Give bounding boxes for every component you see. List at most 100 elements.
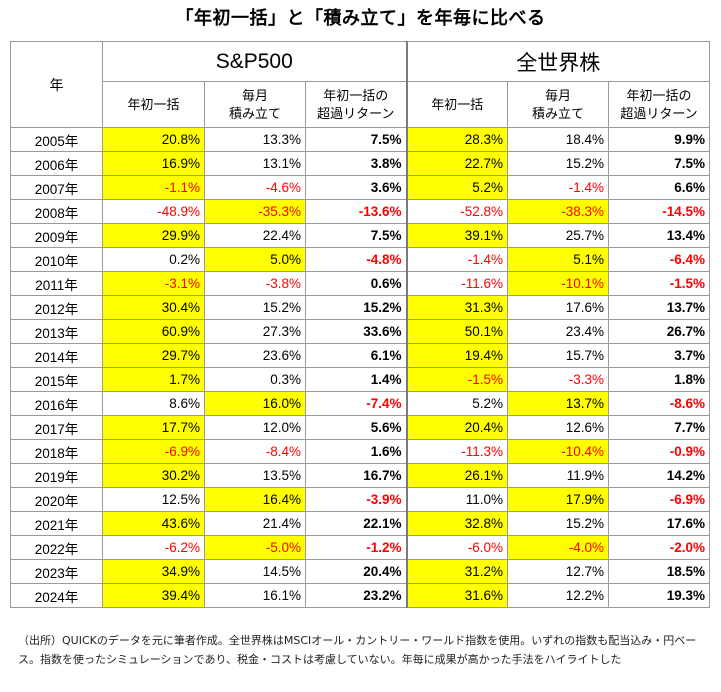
sp500-excess-header: 年初一括の 超過リターン bbox=[305, 81, 408, 128]
sp500-lump-cell: 20.8% bbox=[102, 127, 205, 152]
sp500-header: S&P500 bbox=[102, 41, 408, 82]
table-row: 2009年 29.9% 22.4% 7.5% 39.1% 25.7% 13.4% bbox=[10, 223, 710, 248]
world-lump-cell: 31.6% bbox=[406, 583, 508, 608]
header-row-group: 年 S&P500 全世界株 bbox=[10, 41, 710, 128]
world-monthly-cell: 17.9% bbox=[507, 487, 609, 512]
world-excess-cell: -6.4% bbox=[608, 247, 710, 272]
world-excess-cell: 7.7% bbox=[608, 415, 710, 440]
world-monthly-cell: -10.4% bbox=[507, 439, 609, 464]
table-row: 2022年 -6.2% -5.0% -1.2% -6.0% -4.0% -2.0% bbox=[10, 535, 710, 560]
world-excess-cell: 17.6% bbox=[608, 511, 710, 536]
world-monthly-cell: 25.7% bbox=[507, 223, 609, 248]
sp500-monthly-cell: -35.3% bbox=[204, 199, 306, 224]
sp500-lump-cell: 12.5% bbox=[102, 487, 205, 512]
world-lump-header: 年初一括 bbox=[406, 81, 508, 128]
world-lump-cell: 11.0% bbox=[406, 487, 508, 512]
sp500-lump-cell: 43.6% bbox=[102, 511, 205, 536]
sp500-monthly-cell: 16.4% bbox=[204, 487, 306, 512]
world-excess-cell: 7.5% bbox=[608, 151, 710, 176]
sp500-monthly-cell: 13.5% bbox=[204, 463, 306, 488]
sp500-lump-cell: -48.9% bbox=[102, 199, 205, 224]
world-excess-cell: 13.7% bbox=[608, 295, 710, 320]
world-lump-cell: -52.8% bbox=[406, 199, 508, 224]
world-excess-cell: 3.7% bbox=[608, 343, 710, 368]
world-lump-cell: 28.3% bbox=[406, 127, 508, 152]
year-cell: 2017年 bbox=[10, 415, 103, 440]
sp500-excess-cell: 1.6% bbox=[305, 439, 408, 464]
world-header: 全世界株 bbox=[406, 41, 710, 82]
year-cell: 2018年 bbox=[10, 439, 103, 464]
table-row: 2015年 1.7% 0.3% 1.4% -1.5% -3.3% 1.8% bbox=[10, 367, 710, 392]
table-body: 2005年 20.8% 13.3% 7.5% 28.3% 18.4% 9.9% 2006年 16… bbox=[10, 127, 710, 608]
sp500-monthly-cell: 16.0% bbox=[204, 391, 306, 416]
sp500-excess-cell: 1.4% bbox=[305, 367, 408, 392]
world-monthly-cell: -1.4% bbox=[507, 175, 609, 200]
sp500-excess-cell: -3.9% bbox=[305, 487, 408, 512]
sp500-excess-cell: 3.8% bbox=[305, 151, 408, 176]
year-cell: 2006年 bbox=[10, 151, 103, 176]
world-excess-header: 年初一括の 超過リターン bbox=[608, 81, 710, 128]
comparison-table: 年 S&P500 全世界株 年初一括 毎月 積み立て 年初一括の 超過リターン 年初… bbox=[10, 41, 710, 608]
world-excess-cell: -8.6% bbox=[608, 391, 710, 416]
sp500-excess-cell: 6.1% bbox=[305, 343, 408, 368]
world-monthly-cell: -4.0% bbox=[507, 535, 609, 560]
sp500-lump-cell: 29.9% bbox=[102, 223, 205, 248]
sp500-monthly-cell: 21.4% bbox=[204, 511, 306, 536]
world-excess-cell: 18.5% bbox=[608, 559, 710, 584]
table-row: 2016年 8.6% 16.0% -7.4% 5.2% 13.7% -8.6% bbox=[10, 391, 710, 416]
world-lump-cell: 50.1% bbox=[406, 319, 508, 344]
world-monthly-cell: 15.2% bbox=[507, 151, 609, 176]
year-header: 年 bbox=[10, 41, 103, 128]
world-excess-cell: 26.7% bbox=[608, 319, 710, 344]
sp500-monthly-cell: 12.0% bbox=[204, 415, 306, 440]
world-excess-cell: -6.9% bbox=[608, 487, 710, 512]
table-row: 2017年 17.7% 12.0% 5.6% 20.4% 12.6% 7.7% bbox=[10, 415, 710, 440]
sp500-excess-cell: 7.5% bbox=[305, 127, 408, 152]
world-lump-cell: 5.2% bbox=[406, 391, 508, 416]
world-excess-cell: 9.9% bbox=[608, 127, 710, 152]
sp500-monthly-cell: 14.5% bbox=[204, 559, 306, 584]
world-monthly-cell: 11.9% bbox=[507, 463, 609, 488]
year-cell: 2020年 bbox=[10, 487, 103, 512]
sp500-monthly-cell: 16.1% bbox=[204, 583, 306, 608]
sp500-monthly-cell: 23.6% bbox=[204, 343, 306, 368]
table-row: 2014年 29.7% 23.6% 6.1% 19.4% 15.7% 3.7% bbox=[10, 343, 710, 368]
sp500-monthly-cell: 13.3% bbox=[204, 127, 306, 152]
sp500-lump-cell: 8.6% bbox=[102, 391, 205, 416]
world-excess-cell: 6.6% bbox=[608, 175, 710, 200]
sp500-monthly-cell: -8.4% bbox=[204, 439, 306, 464]
year-cell: 2012年 bbox=[10, 295, 103, 320]
world-lump-cell: 20.4% bbox=[406, 415, 508, 440]
sp500-excess-cell: 0.6% bbox=[305, 271, 408, 296]
world-lump-cell: 22.7% bbox=[406, 151, 508, 176]
table-row: 2006年 16.9% 13.1% 3.8% 22.7% 15.2% 7.5% bbox=[10, 151, 710, 176]
sp500-excess-cell: 7.5% bbox=[305, 223, 408, 248]
world-excess-cell: -0.9% bbox=[608, 439, 710, 464]
sp500-monthly-cell: -3.8% bbox=[204, 271, 306, 296]
world-monthly-cell: 13.7% bbox=[507, 391, 609, 416]
world-excess-cell: 1.8% bbox=[608, 367, 710, 392]
page-title: 「年初一括」と「積み立て」を年毎に比べる bbox=[175, 8, 546, 29]
world-lump-cell: 5.2% bbox=[406, 175, 508, 200]
world-lump-cell: -11.6% bbox=[406, 271, 508, 296]
sp500-lump-cell: 60.9% bbox=[102, 319, 205, 344]
sp500-lump-cell: 1.7% bbox=[102, 367, 205, 392]
sp500-excess-cell: 20.4% bbox=[305, 559, 408, 584]
world-excess-cell: 13.4% bbox=[608, 223, 710, 248]
year-cell: 2010年 bbox=[10, 247, 103, 272]
sp500-monthly-cell: 15.2% bbox=[204, 295, 306, 320]
year-cell: 2011年 bbox=[10, 271, 103, 296]
table-row: 2020年 12.5% 16.4% -3.9% 11.0% 17.9% -6.9% bbox=[10, 487, 710, 512]
sp500-monthly-cell: 0.3% bbox=[204, 367, 306, 392]
world-lump-cell: -6.0% bbox=[406, 535, 508, 560]
sp500-monthly-cell: 27.3% bbox=[204, 319, 306, 344]
sp500-lump-cell: 16.9% bbox=[102, 151, 205, 176]
year-cell: 2023年 bbox=[10, 559, 103, 584]
sp500-excess-cell: -4.8% bbox=[305, 247, 408, 272]
world-lump-cell: -1.4% bbox=[406, 247, 508, 272]
world-lump-cell: 32.8% bbox=[406, 511, 508, 536]
table-row: 2011年 -3.1% -3.8% 0.6% -11.6% -10.1% -1.5% bbox=[10, 271, 710, 296]
world-excess-cell: -2.0% bbox=[608, 535, 710, 560]
header-row-sub: 年初一括 毎月 積み立て 年初一括の 超過リターン 年初一括 毎月 積み立て 年初一括… bbox=[11, 81, 710, 128]
sp500-excess-cell: 22.1% bbox=[305, 511, 408, 536]
